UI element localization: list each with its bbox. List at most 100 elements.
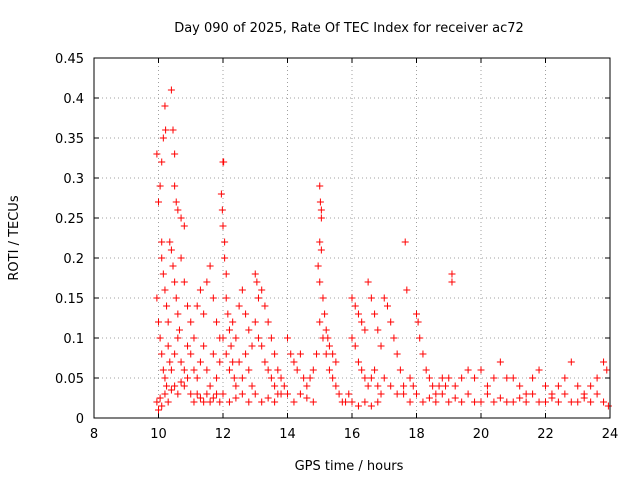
- data-point-plus: [503, 398, 511, 406]
- y-tick-label: 0.35: [55, 132, 84, 147]
- data-point-plus: [227, 342, 235, 350]
- data-point-plus: [529, 390, 537, 398]
- data-point-plus: [422, 366, 430, 374]
- data-point-plus: [261, 302, 269, 310]
- data-point-plus: [393, 390, 401, 398]
- data-point-plus: [325, 366, 333, 374]
- data-point-plus: [203, 390, 211, 398]
- data-point-plus: [213, 318, 221, 326]
- data-point-plus: [222, 270, 230, 278]
- y-tick-label: 0.05: [55, 372, 84, 387]
- data-point-plus: [438, 390, 446, 398]
- data-point-plus: [317, 214, 325, 222]
- data-point-plus: [274, 366, 282, 374]
- data-point-plus: [342, 398, 350, 406]
- data-point-plus: [217, 190, 225, 198]
- data-point-plus: [271, 350, 279, 358]
- data-point-plus: [354, 358, 362, 366]
- data-point-plus: [209, 394, 217, 402]
- data-point-plus: [175, 326, 183, 334]
- data-point-plus: [190, 398, 198, 406]
- data-point-plus: [345, 390, 353, 398]
- data-point-plus: [377, 390, 385, 398]
- data-point-plus: [367, 294, 375, 302]
- data-point-plus: [248, 342, 256, 350]
- data-point-plus: [303, 394, 311, 402]
- data-point-plus: [200, 310, 208, 318]
- data-point-plus: [248, 382, 256, 390]
- data-point-plus: [364, 278, 372, 286]
- data-point-plus: [159, 134, 167, 142]
- chart-title: Day 090 of 2025, Rate Of TEC Index for r…: [174, 21, 524, 36]
- data-point-plus: [348, 334, 356, 342]
- data-point-plus: [156, 334, 164, 342]
- data-point-plus: [351, 342, 359, 350]
- data-point-plus: [206, 382, 214, 390]
- data-point-plus: [416, 334, 424, 342]
- data-point-plus: [254, 294, 262, 302]
- data-point-plus: [238, 374, 246, 382]
- data-point-plus: [171, 382, 179, 390]
- data-point-plus: [153, 150, 161, 158]
- data-point-plus: [477, 398, 485, 406]
- data-point-plus: [161, 102, 169, 110]
- data-point-plus: [322, 350, 330, 358]
- x-tick-label: 18: [408, 427, 425, 442]
- data-point-plus: [167, 386, 175, 394]
- data-point-plus: [529, 374, 537, 382]
- data-point-plus: [322, 326, 330, 334]
- data-point-plus: [164, 342, 172, 350]
- data-point-plus: [296, 350, 304, 358]
- y-tick-label: 0.2: [63, 252, 84, 267]
- data-point-plus: [196, 394, 204, 402]
- data-point-plus: [316, 198, 324, 206]
- data-point-plus: [390, 334, 398, 342]
- data-point-plus: [187, 318, 195, 326]
- data-point-plus: [535, 366, 543, 374]
- data-point-plus: [522, 390, 530, 398]
- data-point-plus: [174, 334, 182, 342]
- data-point-plus: [451, 382, 459, 390]
- data-point-plus: [209, 350, 217, 358]
- data-point-plus: [374, 382, 382, 390]
- data-point-plus: [574, 382, 582, 390]
- data-point-plus: [156, 394, 164, 402]
- data-point-plus: [351, 302, 359, 310]
- data-point-plus: [174, 310, 182, 318]
- data-point-plus: [167, 366, 175, 374]
- data-point-plus: [293, 366, 301, 374]
- data-point-plus: [358, 318, 366, 326]
- data-point-plus: [162, 126, 170, 134]
- data-point-plus: [448, 270, 456, 278]
- data-point-plus: [225, 326, 233, 334]
- data-point-plus: [509, 398, 517, 406]
- data-point-plus: [496, 394, 504, 402]
- data-point-plus: [156, 182, 164, 190]
- data-point-plus: [177, 378, 185, 386]
- data-point-plus: [580, 394, 588, 402]
- data-point-plus: [319, 334, 327, 342]
- data-point-plus: [401, 238, 409, 246]
- data-point-plus: [222, 294, 230, 302]
- data-point-plus: [458, 374, 466, 382]
- data-point-plus: [180, 222, 188, 230]
- data-point-plus: [242, 350, 250, 358]
- data-point-plus: [180, 366, 188, 374]
- data-point-plus: [432, 390, 440, 398]
- data-point-plus: [400, 390, 408, 398]
- data-point-plus: [409, 382, 417, 390]
- data-point-plus: [225, 366, 233, 374]
- data-point-plus: [190, 366, 198, 374]
- data-point-plus: [471, 398, 479, 406]
- data-point-plus: [477, 366, 485, 374]
- data-point-plus: [196, 286, 204, 294]
- data-point-plus: [313, 350, 321, 358]
- data-point-plus: [209, 294, 217, 302]
- data-point-plus: [600, 398, 608, 406]
- data-point-plus: [290, 358, 298, 366]
- data-point-plus: [367, 402, 375, 410]
- data-point-plus: [253, 278, 261, 286]
- data-point-plus: [172, 294, 180, 302]
- data-point-plus: [196, 358, 204, 366]
- data-point-plus: [419, 398, 427, 406]
